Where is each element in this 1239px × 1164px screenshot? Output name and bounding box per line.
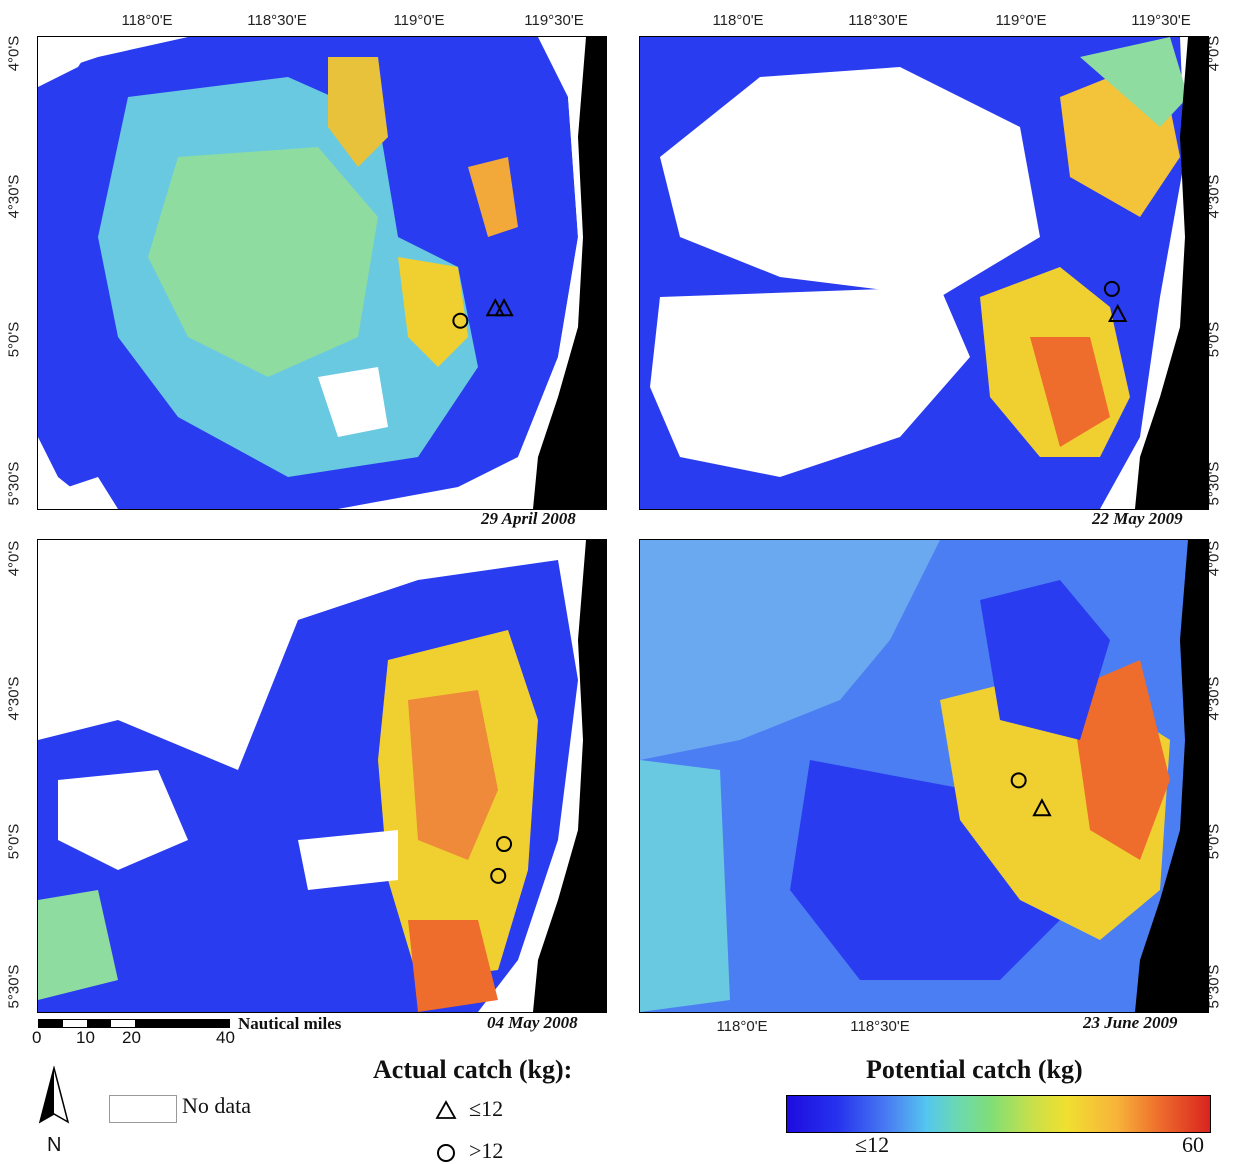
lat-tick-5-30: 5°30'S xyxy=(5,461,23,506)
lon-tick-118-30-right: 118°30'E xyxy=(848,12,908,29)
panel-date-4: 23 June 2009 xyxy=(1083,1013,1178,1032)
scale-label-20: 20 xyxy=(122,1028,141,1047)
triangle-marker-icon xyxy=(435,1100,457,1119)
no-data-label: No data xyxy=(182,1093,252,1118)
north-label: N xyxy=(47,1134,62,1156)
colorbar-max-label: 60 xyxy=(1182,1132,1204,1157)
catch-marker-triangle xyxy=(1108,303,1128,322)
scale-label-40: 40 xyxy=(216,1028,235,1047)
circle-marker-icon xyxy=(437,1144,455,1162)
triangle-label: ≤12 xyxy=(469,1096,504,1121)
lon-tick-119-0: 119°0'E xyxy=(393,12,445,29)
north-arrow-icon xyxy=(38,1066,70,1124)
colorbar-min-label: ≤12 xyxy=(855,1132,890,1157)
panel-date-1: 29 April 2008 xyxy=(481,509,576,528)
lat-tick-4-30-lower: 4°30'S xyxy=(5,676,23,721)
scale-unit: Nautical miles xyxy=(238,1014,342,1033)
catch-markers-3 xyxy=(490,836,513,884)
scale-bar xyxy=(38,1019,230,1028)
lon-tick-118-0: 118°0'E xyxy=(121,12,173,29)
scale-label-10: 10 xyxy=(76,1028,95,1047)
catch-map-2 xyxy=(640,37,1208,509)
catch-marker-circle xyxy=(1010,772,1027,789)
potential-catch-title: Potential catch (kg) xyxy=(866,1055,1083,1084)
lon-tick-bottom-118-0: 118°0'E xyxy=(716,1018,768,1035)
map-panel-04-may-2008 xyxy=(37,539,607,1013)
catch-marker-triangle xyxy=(485,298,505,317)
catch-marker-circle xyxy=(1103,280,1120,297)
map-panel-22-may-2009 xyxy=(639,36,1209,510)
lat-tick-4-0-lower: 4°0'S xyxy=(5,540,23,577)
catch-markers-4 xyxy=(1010,772,1052,817)
map-panel-29-april-2008 xyxy=(37,36,607,510)
catch-map-4 xyxy=(640,540,1208,1012)
catch-map-1 xyxy=(38,37,606,509)
no-data-swatch xyxy=(109,1095,177,1123)
scale-label-0: 0 xyxy=(32,1028,42,1047)
lat-tick-4-0: 4°0'S xyxy=(5,35,23,72)
catch-marker-triangle xyxy=(1032,798,1052,817)
actual-catch-title: Actual catch (kg): xyxy=(373,1055,573,1084)
lat-tick-5-0-lower: 5°0'S xyxy=(5,823,23,860)
lon-tick-118-0-right: 118°0'E xyxy=(712,12,764,29)
lat-tick-5-30-lower: 5°30'S xyxy=(5,964,23,1009)
panel-date-2: 22 May 2009 xyxy=(1092,509,1183,528)
catch-marker-circle xyxy=(490,867,507,884)
lat-tick-4-30: 4°30'S xyxy=(5,174,23,219)
potential-catch-colorbar xyxy=(786,1095,1211,1133)
catch-marker-circle xyxy=(496,836,513,853)
catch-markers-2 xyxy=(1103,280,1128,322)
lat-tick-5-0: 5°0'S xyxy=(5,321,23,358)
lon-tick-119-30-right: 119°30'E xyxy=(1131,12,1191,29)
lon-tick-119-30: 119°30'E xyxy=(524,12,584,29)
circle-label: >12 xyxy=(469,1138,504,1163)
map-panel-23-june-2009 xyxy=(639,539,1209,1013)
catch-map-3 xyxy=(38,540,606,1012)
lon-tick-119-0-right: 119°0'E xyxy=(995,12,1047,29)
lon-tick-bottom-118-30: 118°30'E xyxy=(850,1018,910,1035)
panel-date-3: 04 May 2008 xyxy=(487,1013,578,1032)
catch-markers-1 xyxy=(452,298,514,329)
lon-tick-118-30: 118°30'E xyxy=(247,12,307,29)
catch-marker-circle xyxy=(452,312,469,329)
